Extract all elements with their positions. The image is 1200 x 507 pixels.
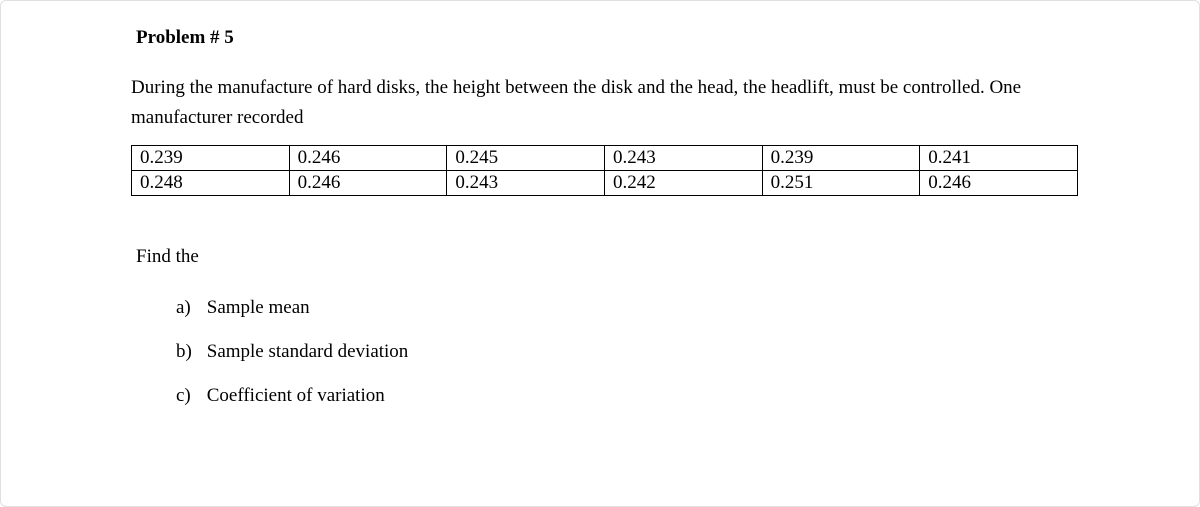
table-cell: 0.245 (447, 146, 605, 171)
list-item: a) Sample mean (176, 297, 408, 319)
item-marker: a) (176, 297, 202, 319)
problem-paragraph: During the manufacture of hard disks, th… (131, 73, 1071, 134)
table-cell: 0.243 (447, 171, 605, 196)
table-cell: 0.251 (762, 171, 920, 196)
table-cell: 0.239 (132, 146, 290, 171)
table-cell: 0.243 (604, 146, 762, 171)
item-text: Coefficient of variation (207, 385, 385, 406)
item-marker: c) (176, 385, 202, 407)
problem-title: Problem # 5 (136, 27, 234, 49)
table-cell: 0.242 (604, 171, 762, 196)
table-cell: 0.241 (920, 146, 1078, 171)
item-text: Sample standard deviation (207, 341, 409, 362)
problem-page: Problem # 5 During the manufacture of ha… (0, 0, 1200, 507)
table-row: 0.248 0.246 0.243 0.242 0.251 0.246 (132, 171, 1078, 196)
find-label: Find the (136, 246, 199, 268)
table-cell: 0.248 (132, 171, 290, 196)
table-row: 0.239 0.246 0.245 0.243 0.239 0.241 (132, 146, 1078, 171)
data-table: 0.239 0.246 0.245 0.243 0.239 0.241 0.24… (131, 145, 1078, 196)
question-list: a) Sample mean b) Sample standard deviat… (176, 297, 408, 429)
table-cell: 0.239 (762, 146, 920, 171)
item-marker: b) (176, 341, 202, 363)
item-text: Sample mean (207, 297, 310, 318)
table-cell: 0.246 (289, 146, 447, 171)
list-item: b) Sample standard deviation (176, 341, 408, 363)
list-item: c) Coefficient of variation (176, 385, 408, 407)
table-cell: 0.246 (289, 171, 447, 196)
table-cell: 0.246 (920, 171, 1078, 196)
